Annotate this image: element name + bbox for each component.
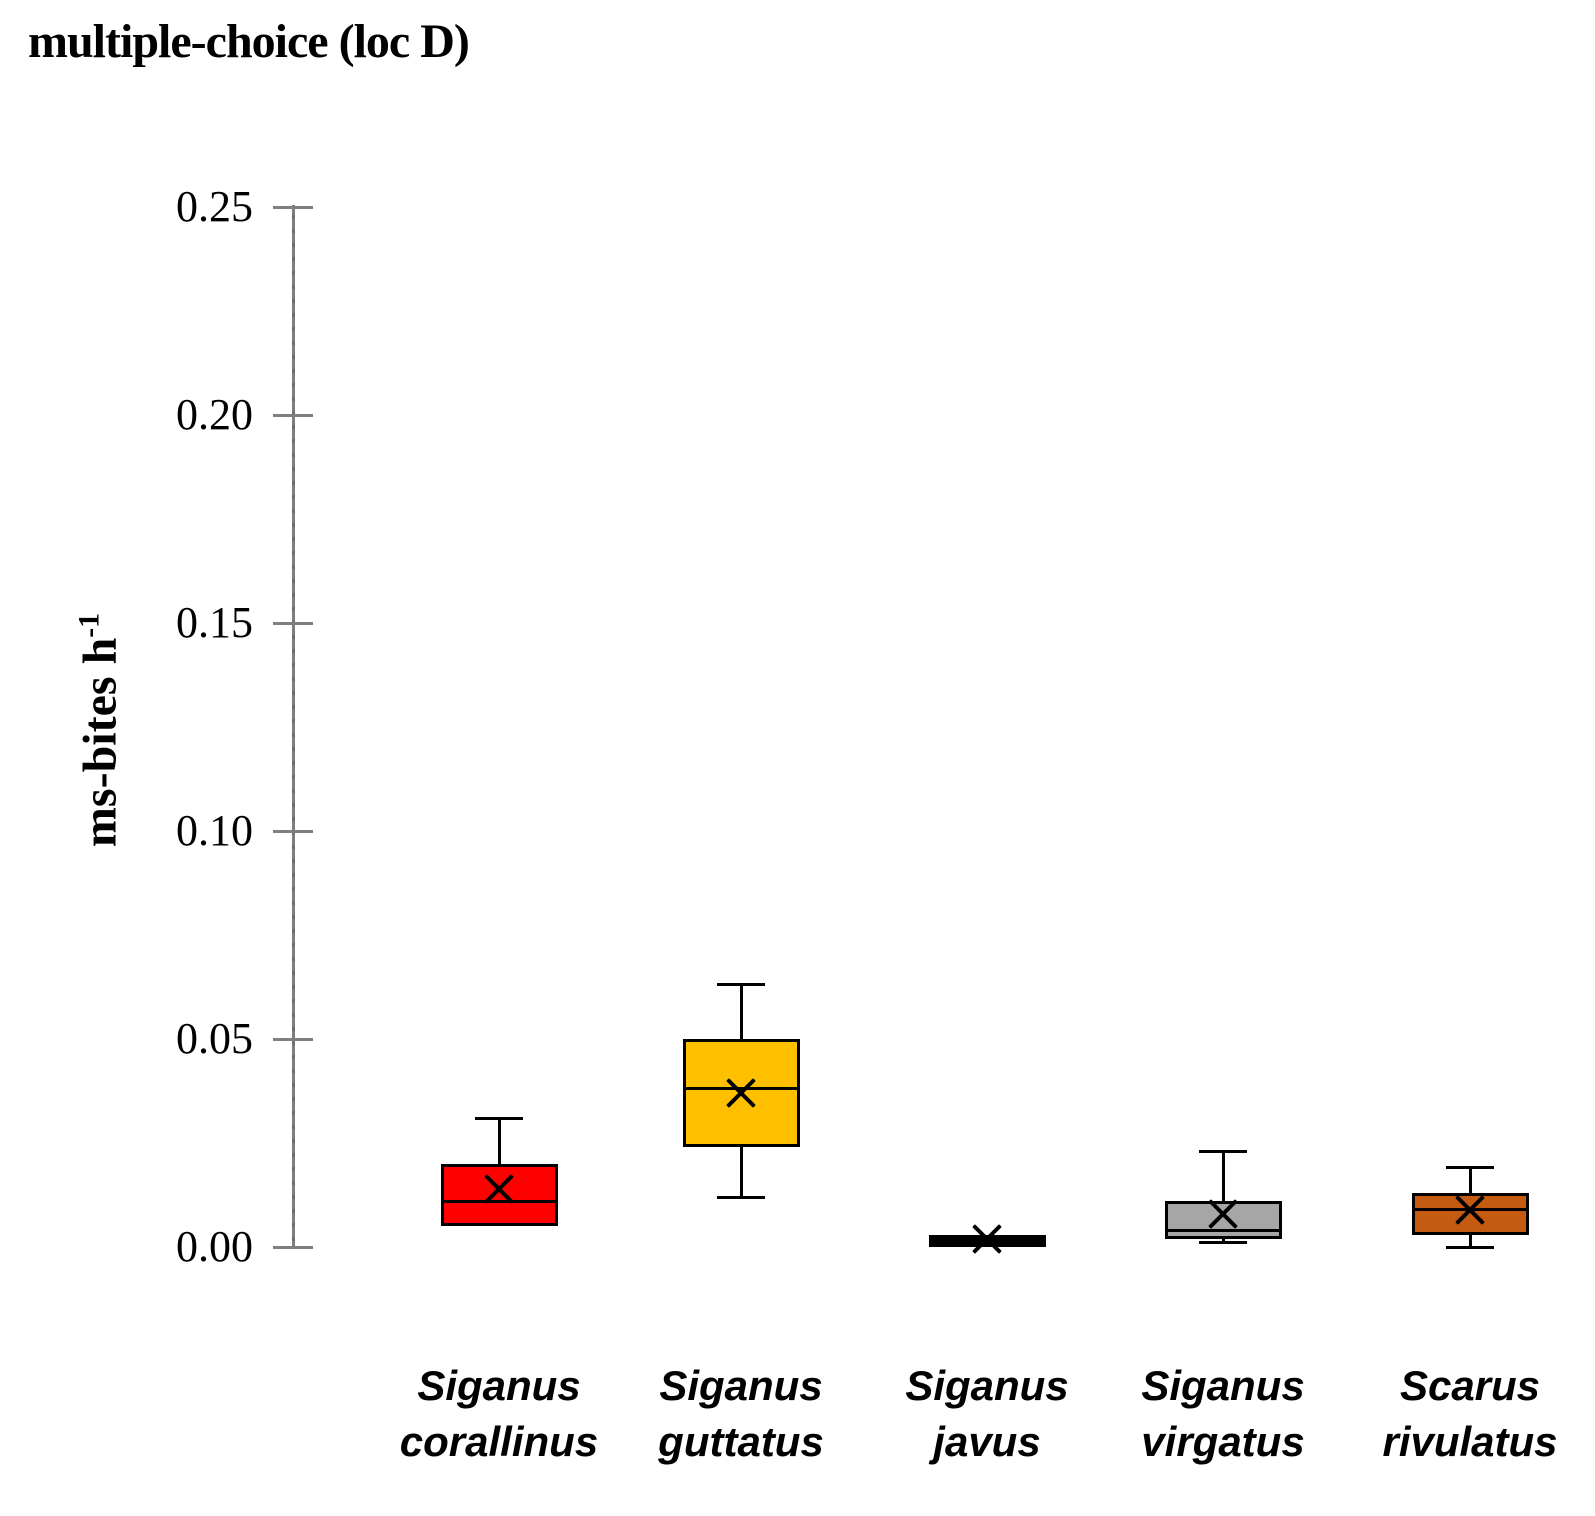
y-axis-tick-label: 0.00: [176, 1222, 253, 1271]
x-category-label-line: Scarus: [1399, 1362, 1541, 1409]
y-axis-tick-label: 0.10: [176, 806, 253, 855]
x-category-label-line: virgatus: [1141, 1418, 1305, 1465]
lower-whisker-cap: [717, 1195, 765, 1199]
lower-whisker-line: [1221, 1238, 1225, 1243]
median-line: [1164, 1228, 1282, 1232]
upper-whisker-line: [1221, 1151, 1225, 1202]
box: [1411, 1192, 1529, 1235]
y-axis-tick-label: 0.15: [176, 598, 253, 647]
lower-whisker-line: [1468, 1234, 1472, 1247]
y-axis-tick: [273, 1245, 313, 1249]
x-category-label: Siganus corallinus: [349, 1358, 649, 1470]
x-category-label-line: guttatus: [658, 1418, 824, 1465]
mean-marker: [968, 1220, 1006, 1258]
x-category-label-line: Siganus: [659, 1362, 823, 1409]
x-category-label: Siganus virgatus: [1073, 1358, 1373, 1470]
upper-whisker-cap: [1199, 1149, 1247, 1153]
upper-whisker-cap: [717, 983, 765, 987]
x-category-label-line: javus: [933, 1418, 1041, 1465]
y-axis-tick-label: 0.25: [176, 182, 253, 231]
lower-whisker-line: [739, 1147, 743, 1198]
x-category-label-line: corallinus: [399, 1418, 599, 1465]
mean-marker: [1204, 1195, 1242, 1233]
x-category-label: Scarus rivulatus: [1320, 1358, 1595, 1470]
upper-whisker-line: [739, 984, 743, 1039]
x-category-label-line: Siganus: [905, 1362, 1069, 1409]
box: [440, 1163, 558, 1227]
y-axis-tick-label: 0.05: [176, 1014, 253, 1063]
y-axis-tick: [273, 829, 313, 833]
x-category-label: Siganus guttatus: [591, 1358, 891, 1470]
mean-marker: [1451, 1191, 1489, 1229]
mean-marker: [480, 1170, 518, 1208]
x-category-label-line: Siganus: [1141, 1362, 1305, 1409]
lower-whisker-cap: [1199, 1241, 1247, 1245]
upper-whisker-line: [1468, 1167, 1472, 1193]
x-category-label: Siganus javus: [837, 1358, 1137, 1470]
upper-whisker-cap: [1446, 1166, 1494, 1170]
x-category-label-line: Siganus: [417, 1362, 581, 1409]
y-axis-tick: [273, 205, 313, 209]
y-axis-tick-label: 0.20: [176, 390, 253, 439]
y-axis-tick: [273, 621, 313, 625]
upper-whisker-cap: [475, 1116, 523, 1120]
median-line: [440, 1199, 558, 1203]
y-axis-tick: [273, 1037, 313, 1041]
upper-whisker-line: [497, 1118, 501, 1164]
mean-marker: [722, 1074, 760, 1112]
x-category-label-line: rivulatus: [1382, 1418, 1558, 1465]
y-axis-tick: [273, 413, 313, 417]
box: [1164, 1201, 1282, 1239]
lower-whisker-cap: [1446, 1245, 1494, 1249]
y-axis-line: [291, 205, 295, 1249]
chart-title: multiple-choice (loc D): [28, 15, 470, 68]
